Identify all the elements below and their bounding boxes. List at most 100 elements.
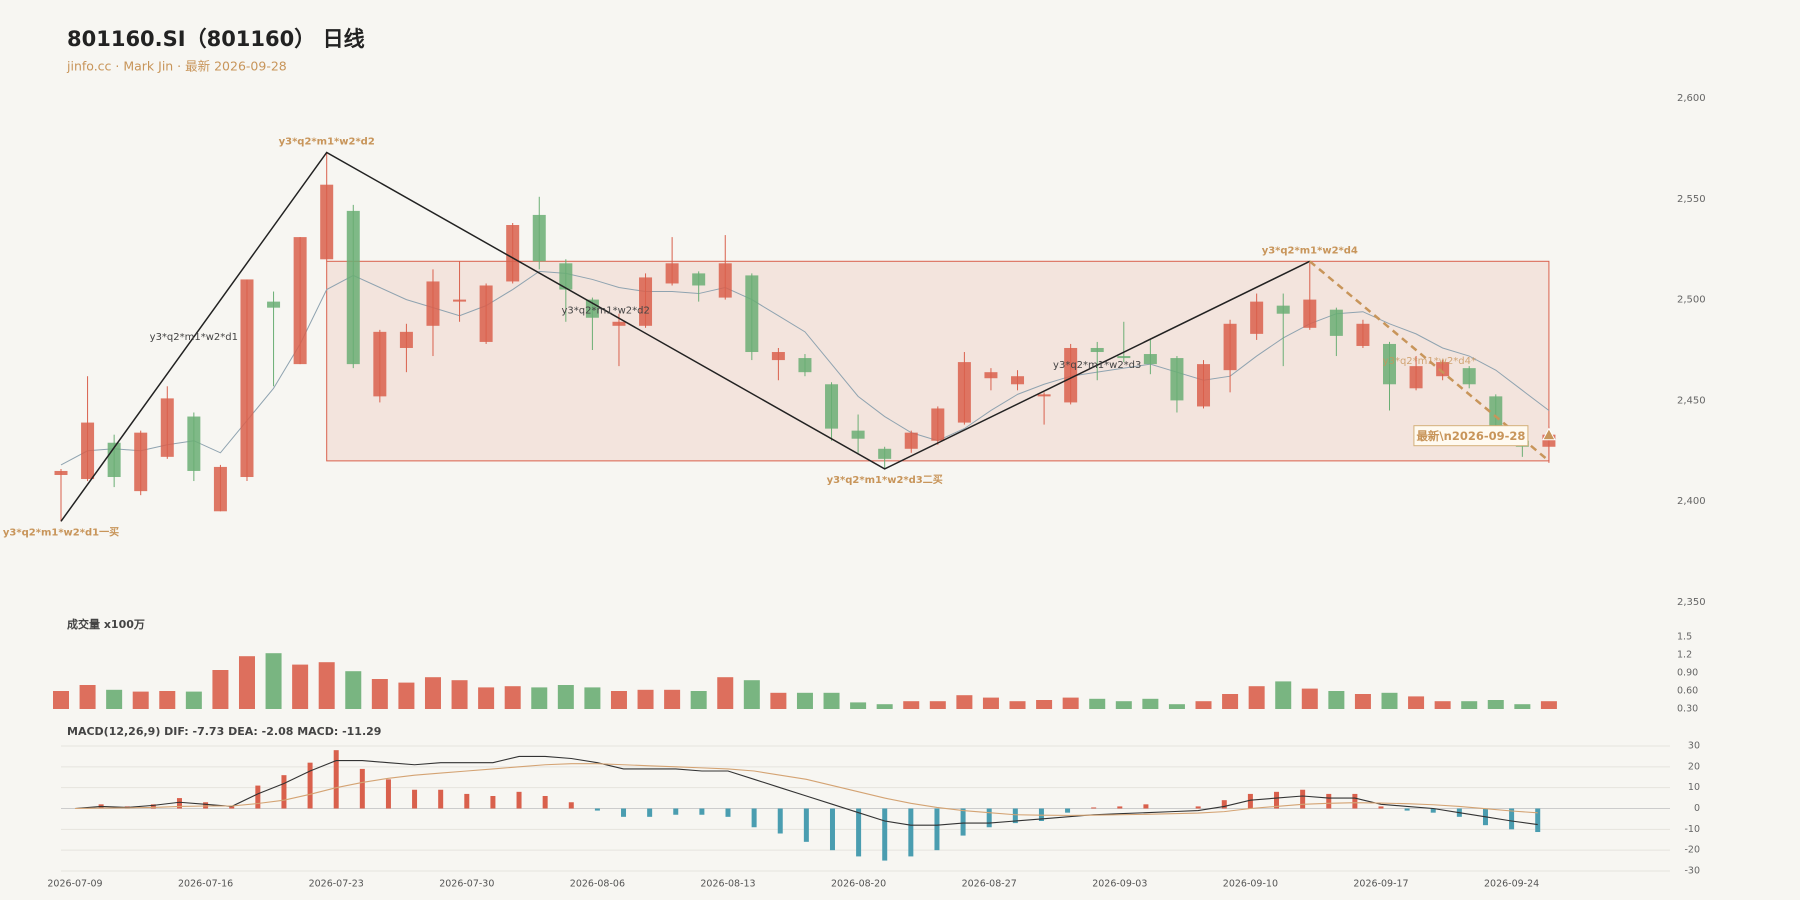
y-tick-label: 2,600	[1677, 93, 1706, 104]
y-tick-label: -10	[1684, 824, 1700, 835]
candle-body	[798, 358, 812, 373]
volume-bar	[132, 691, 149, 709]
y-tick-label: 2,500	[1677, 295, 1706, 306]
candle-body	[1409, 366, 1423, 389]
volume-bar	[1354, 694, 1371, 709]
volume-bar	[850, 702, 867, 709]
macd-bar	[751, 808, 757, 828]
ma-line	[60, 270, 1550, 466]
x-tick-label: 2026-08-20	[831, 879, 886, 890]
y-tick-label: 0.60	[1677, 686, 1698, 697]
macd-bar	[307, 762, 313, 809]
volume-bar	[1487, 700, 1504, 709]
macd-bar	[1326, 793, 1332, 809]
volume-bar	[1222, 694, 1239, 709]
macd-bar	[385, 779, 391, 809]
zigzag-line	[60, 151, 1311, 522]
candle-body	[320, 184, 334, 260]
volume-bar	[1514, 704, 1531, 709]
candle-body	[1329, 309, 1343, 336]
volume-bar	[398, 682, 415, 709]
macd-title: MACD(12,26,9) DIF: -7.73 DEA: -2.08 MACD…	[67, 725, 381, 738]
candle-body	[1303, 299, 1317, 328]
subtitle: jinfo.cc · Mark Jin · 最新 2026-09-28	[66, 59, 287, 74]
volume-bar	[1301, 688, 1318, 709]
y-tick-label: 0.90	[1677, 668, 1698, 679]
macd-bar	[281, 775, 287, 809]
volume-bar	[1142, 698, 1159, 709]
volume-bar	[1408, 696, 1425, 709]
candle-body	[54, 470, 68, 475]
macd-bar	[934, 808, 940, 851]
macd-bar	[1352, 793, 1358, 809]
macd-bar	[203, 802, 209, 809]
macd-bar	[1143, 804, 1149, 809]
segment-label: y3*q2*m1*w2*d1	[150, 332, 238, 343]
candle-body	[81, 422, 95, 480]
volume-bar	[1434, 701, 1451, 709]
candle-body	[479, 285, 493, 342]
candle-body	[559, 263, 573, 290]
volume-bar	[79, 685, 96, 709]
volume-title: 成交量 x100万	[67, 617, 145, 631]
candle-body	[957, 362, 971, 423]
macd-bar	[1274, 791, 1280, 809]
macd-bar	[960, 808, 966, 836]
latest-box	[1413, 425, 1529, 447]
y-tick-label: 1.2	[1677, 650, 1692, 661]
candle-body	[506, 225, 520, 282]
macd-bar	[359, 768, 365, 809]
volume-bar	[1195, 701, 1212, 709]
candle-body	[745, 275, 759, 353]
y-tick-label: -30	[1684, 866, 1700, 877]
x-tick-label: 2026-07-30	[439, 879, 494, 890]
volume-bar	[1540, 701, 1557, 709]
macd-bar	[777, 808, 783, 834]
volume-bar	[1062, 697, 1079, 709]
macd-bar	[1065, 808, 1071, 813]
macd-bar	[1404, 808, 1410, 811]
volume-bar	[1248, 686, 1265, 709]
candle-body	[532, 214, 546, 262]
y-tick-label: 10	[1688, 782, 1700, 793]
volume-bar	[796, 692, 813, 709]
macd-bar	[1195, 806, 1201, 809]
y-tick-label: 2,450	[1677, 395, 1706, 406]
candle-body	[426, 281, 440, 326]
candle-body	[984, 372, 998, 379]
candle-body	[692, 273, 706, 286]
candle-body	[213, 466, 227, 512]
volume-bar	[265, 653, 282, 709]
volume-bar	[106, 689, 123, 709]
macd-bar	[699, 808, 705, 815]
candle-body	[1250, 301, 1264, 334]
macd-line	[74, 755, 1538, 826]
macd-bar	[856, 808, 862, 857]
macd-bar	[882, 808, 888, 861]
macd-bar	[412, 789, 418, 809]
candle-body	[931, 408, 945, 441]
volume-bar	[1461, 701, 1478, 709]
volume-bar	[664, 689, 681, 709]
macd-bar	[255, 785, 261, 809]
pivot-label: y3*q2*m1*w2*d4	[1262, 245, 1358, 256]
candle-body	[1117, 356, 1131, 359]
volume-bar	[956, 695, 973, 709]
macd-bar	[229, 806, 235, 809]
candle-body	[771, 352, 785, 361]
x-tick-label: 2026-09-17	[1353, 879, 1408, 890]
pivot-label: y3*q2*m1*w2*d2	[279, 136, 375, 147]
macd-bar	[908, 808, 914, 857]
candle-body	[665, 263, 679, 284]
volume-bar	[53, 691, 69, 709]
y-tick-label: -20	[1684, 845, 1700, 856]
macd-bar	[1378, 806, 1384, 809]
macd-bar	[176, 798, 182, 809]
pivot-label: y3*q2*m1*w2*d1一买	[3, 526, 119, 538]
segment-label: y3*q2*m1*w2*d2	[562, 306, 650, 317]
candle-body	[267, 301, 281, 308]
macd-bar	[1430, 808, 1436, 813]
macd-bar	[621, 808, 627, 817]
